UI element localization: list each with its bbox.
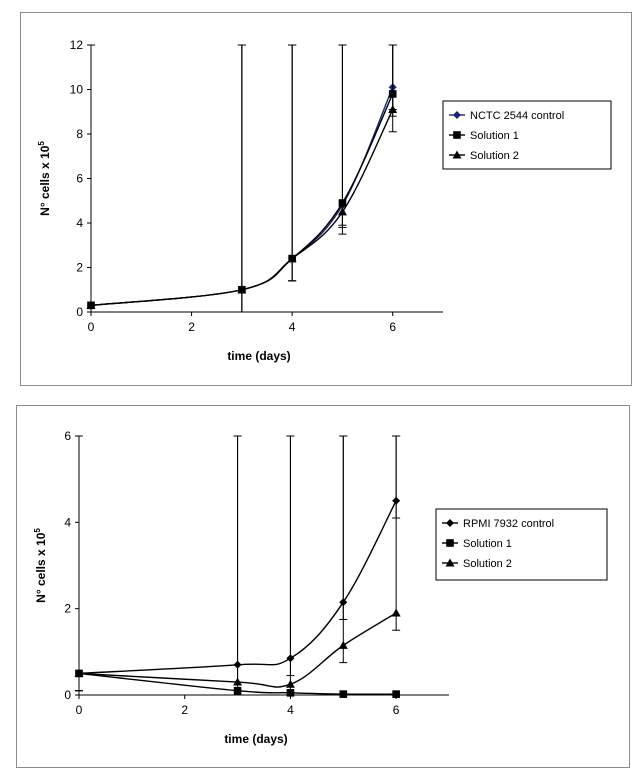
y-axis-label-superscript: 5 xyxy=(33,528,42,533)
data-point xyxy=(233,677,243,686)
legend-label: RPMI 7932 control xyxy=(463,518,554,530)
legend-marker xyxy=(446,539,454,547)
y-tick-label: 4 xyxy=(76,216,83,230)
x-tick-label: 2 xyxy=(188,320,195,334)
data-point xyxy=(338,640,348,649)
data-point xyxy=(339,690,348,698)
legend-box xyxy=(442,100,612,170)
data-point xyxy=(285,679,295,688)
legend-box xyxy=(435,508,608,581)
x-tick-label: 0 xyxy=(76,703,83,717)
x-tick-label: 6 xyxy=(389,320,396,334)
data-point xyxy=(287,254,297,263)
legend-marker xyxy=(453,131,461,139)
y-axis-label-main: N° cells x 10 xyxy=(34,532,48,603)
legend-label: Solution 2 xyxy=(463,558,512,570)
data-point xyxy=(392,690,400,698)
legend-label: Solution 1 xyxy=(470,130,519,142)
y-tick-label: 6 xyxy=(64,429,71,443)
data-point xyxy=(337,207,347,216)
chart-panel-bottom: 0 2 4 6 0 2 4 6 time (days) N° cells x 105 RPMI 79… xyxy=(16,405,630,768)
y-tick-label: 0 xyxy=(76,305,83,319)
x-tick-label: 4 xyxy=(287,703,294,717)
series-3 xyxy=(86,44,398,313)
legend-marker xyxy=(453,111,461,119)
legend-marker xyxy=(446,519,454,527)
x-tick-label: 4 xyxy=(289,320,296,334)
series-line xyxy=(78,612,397,688)
y-tick-label: 10 xyxy=(70,83,84,97)
x-axis-label: time (days) xyxy=(227,349,290,363)
data-point xyxy=(388,105,398,114)
y-axis-label-main: N° cells x 10 xyxy=(38,145,52,216)
chart-panel-top: 0 2 4 6 8 10 12 0 2 4 6 time (days) N° cells x 105 NC… xyxy=(20,12,632,386)
y-axis-label: N° cells x 105 xyxy=(37,141,52,216)
data-point xyxy=(391,608,401,617)
chart-top: 0 2 4 6 8 10 12 0 2 4 6 time (days) N° cells x 105 NC… xyxy=(37,38,612,363)
series-3 xyxy=(74,435,401,694)
legend-label: NCTC 2544 control xyxy=(470,110,564,122)
x-tick-label: 0 xyxy=(88,320,95,334)
y-tick-label: 4 xyxy=(64,515,71,529)
y-tick-label: 6 xyxy=(76,172,83,186)
chart-bottom: 0 2 4 6 0 2 4 6 time (days) N° cells x 105 RPMI 79… xyxy=(33,429,608,746)
legend-label: Solution 1 xyxy=(463,538,512,550)
y-tick-label: 0 xyxy=(64,688,71,702)
data-point xyxy=(86,300,96,309)
series-line xyxy=(78,672,397,695)
y-tick-label: 2 xyxy=(76,261,83,275)
x-tick-label: 2 xyxy=(181,703,188,717)
y-tick-label: 2 xyxy=(64,602,71,616)
y-tick-label: 12 xyxy=(70,38,84,52)
data-point xyxy=(74,668,84,677)
legend-marker xyxy=(445,558,455,567)
data-point xyxy=(237,285,247,294)
x-tick-label: 6 xyxy=(393,703,400,717)
y-tick-label: 8 xyxy=(76,127,83,141)
y-axis-label: N° cells x 105 xyxy=(33,528,48,603)
legend-label: Solution 2 xyxy=(470,150,519,162)
x-axis-label: time (days) xyxy=(224,732,287,746)
legend-marker xyxy=(452,150,462,159)
y-axis-label-superscript: 5 xyxy=(37,141,46,146)
